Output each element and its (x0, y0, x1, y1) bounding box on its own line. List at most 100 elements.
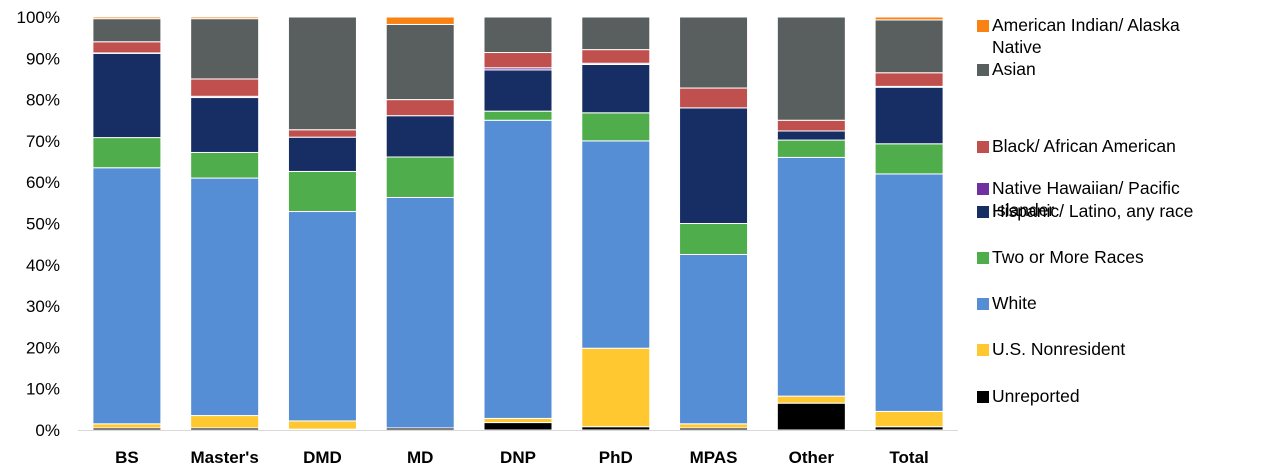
legend-label: U.S. Nonresident (992, 339, 1125, 359)
x-axis: BS Master's DMD MD DNP PhD MPAS Other Total (78, 430, 958, 467)
x-tick-label: Master's (191, 448, 259, 467)
bar-segment-white (581, 140, 651, 349)
x-tick-label: DMD (303, 448, 342, 467)
bar-segment-two-or-more-races (190, 151, 260, 179)
bar-segment-u-s-nonresident (287, 420, 357, 430)
bar-segment-hispanic-latino-any-race (776, 130, 846, 141)
bar-segment-hispanic-latino-any-race (92, 52, 162, 139)
bar-segment-asian (483, 16, 553, 54)
y-tick-label: 80% (26, 91, 60, 110)
bar-segment-hispanic-latino-any-race (679, 107, 749, 224)
y-tick-label: 60% (26, 173, 60, 192)
bar-segment-black-african-american (385, 99, 455, 117)
legend-label: Unreported (992, 386, 1080, 406)
bar-segment-black-african-american (581, 49, 651, 64)
bar-segment-black-african-american (287, 129, 357, 138)
bar-segment-u-s-nonresident (92, 423, 162, 429)
bar-segment-asian (385, 23, 455, 101)
legend-label: Two or More Races (992, 247, 1144, 267)
legend-label: White (992, 293, 1037, 313)
legend-label: Black/ African American (992, 136, 1176, 156)
y-tick-label: 70% (26, 132, 60, 151)
x-tick-label: PhD (599, 448, 633, 467)
bar-stack-dmd (287, 16, 357, 431)
legend-swatch-black (977, 141, 989, 153)
bar-segment-american-indian-alaska-native (92, 16, 162, 20)
x-tick-label: MPAS (690, 448, 738, 467)
y-tick-label: 40% (26, 256, 60, 275)
bar-segment-asian (92, 18, 162, 43)
bar-segment-hispanic-latino-any-race (581, 63, 651, 114)
y-tick-label: 100% (17, 8, 60, 27)
x-tick-label: DNP (500, 448, 536, 467)
legend-item: U.S. Nonresident (977, 339, 1125, 359)
bar-segment-hispanic-latino-any-race (483, 69, 553, 112)
bar-segment-u-s-nonresident (679, 423, 749, 429)
legend-label: Hispanic/ Latino, any race (992, 201, 1193, 221)
legend-swatch-native-hawaiian (977, 183, 989, 195)
bar-segment-asian (287, 16, 357, 131)
legend-item: Unreported (977, 386, 1080, 406)
bar-stack-master-s (190, 16, 260, 431)
bar-segment-white (874, 173, 944, 412)
bar-segment-hispanic-latino-any-race (190, 97, 260, 153)
bar-segment-white (776, 156, 846, 397)
y-tick-label: 90% (26, 49, 60, 68)
y-tick-label: 20% (26, 338, 60, 357)
bar-segment-two-or-more-races (483, 110, 553, 121)
y-tick-label: 30% (26, 297, 60, 316)
bar-segment-two-or-more-races (92, 137, 162, 169)
legend-item: Two or More Races (977, 247, 1144, 267)
legend-swatch-white (977, 298, 989, 310)
bar-segment-u-s-nonresident (776, 395, 846, 404)
x-tick-label: Total (889, 448, 928, 467)
bar-segment-asian (679, 16, 749, 89)
bar-stacks (92, 16, 944, 431)
bar-segment-hispanic-latino-any-race (874, 86, 944, 145)
legend-swatch-hispanic (977, 206, 989, 218)
legend-label: American Indian/ Alaska (992, 15, 1180, 35)
y-tick-label: 0% (35, 421, 60, 440)
bar-segment-black-african-american (92, 41, 162, 54)
bar-segment-black-african-american (483, 52, 553, 69)
bar-segment-two-or-more-races (874, 143, 944, 175)
bar-segment-u-s-nonresident (581, 347, 651, 428)
bar-stack-dnp (483, 16, 553, 431)
bar-stack-md (385, 16, 455, 431)
bar-segment-unreported (776, 402, 846, 431)
bar-segment-white (385, 196, 455, 429)
bar-segment-u-s-nonresident (874, 410, 944, 428)
legend-item: Black/ African American (977, 136, 1176, 156)
x-tick-label: BS (115, 448, 139, 467)
bar-segment-white (483, 119, 553, 419)
y-axis: 0% 10% 20% 30% 40% 50% 60% 70% 80% 90% 100% (17, 8, 60, 440)
bar-segment-u-s-nonresident (483, 417, 553, 424)
bar-stack-phd (581, 16, 651, 431)
x-tick-label: Other (789, 448, 835, 467)
bar-segment-white (679, 253, 749, 425)
legend-swatch-two-or-more (977, 252, 989, 264)
bar-stack-other (776, 16, 846, 431)
legend-swatch-nonresident (977, 344, 989, 356)
bar-segment-two-or-more-races (581, 112, 651, 142)
bar-segment-unreported (483, 422, 553, 431)
y-tick-label: 10% (26, 380, 60, 399)
legend-label: Asian (992, 59, 1036, 79)
legend-item: White (977, 293, 1037, 313)
bar-segment-asian (581, 16, 651, 51)
bar-segment-two-or-more-races (679, 223, 749, 255)
legend-label: Native Hawaiian/ Pacific (992, 178, 1180, 198)
bar-segment-asian (874, 19, 944, 74)
legend-swatch-unreported (977, 391, 989, 403)
y-tick-label: 50% (26, 215, 60, 234)
bar-segment-two-or-more-races (776, 139, 846, 158)
bar-segment-hispanic-latino-any-race (385, 115, 455, 158)
bar-segment-white (92, 167, 162, 425)
bar-segment-hispanic-latino-any-race (287, 136, 357, 172)
x-tick-label: MD (407, 448, 433, 467)
bar-segment-two-or-more-races (287, 170, 357, 213)
legend-label: Islander (992, 200, 1054, 220)
legend-item: Asian (977, 59, 1036, 79)
